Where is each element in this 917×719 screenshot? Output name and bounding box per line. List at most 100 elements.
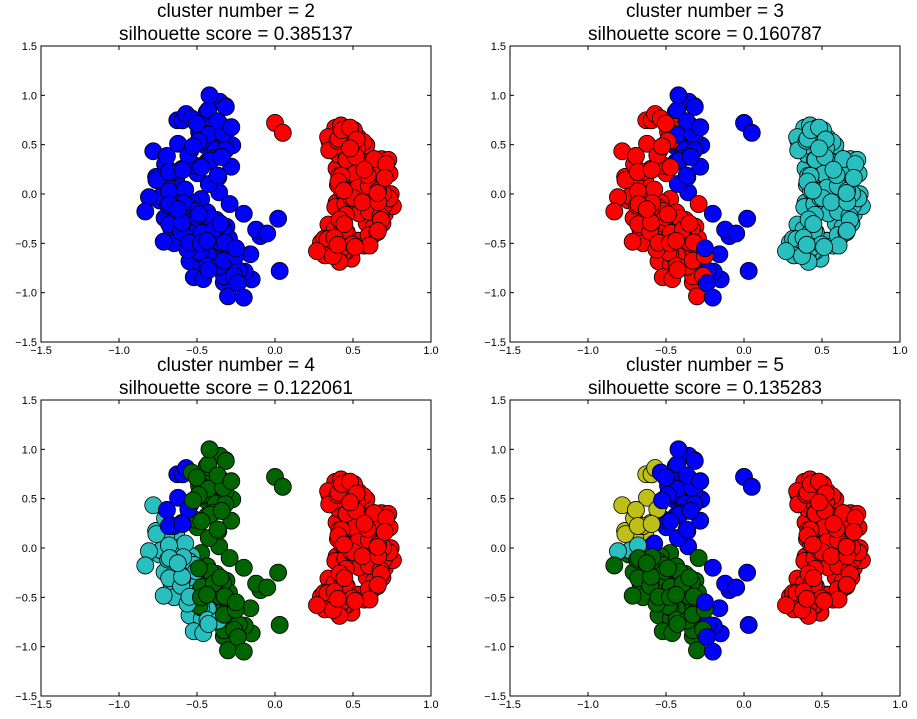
points-layer xyxy=(605,86,871,307)
scatter-point xyxy=(623,586,642,605)
scatter-point xyxy=(653,491,671,510)
points-layer xyxy=(605,440,871,661)
scatter-point xyxy=(669,86,688,105)
scatter-point xyxy=(815,238,834,256)
scatter-point xyxy=(369,221,387,240)
y-tick-label: 1.0 xyxy=(491,90,506,102)
scatter-point xyxy=(258,578,277,597)
x-tick-label: 1.0 xyxy=(423,345,438,357)
scatter-point xyxy=(270,262,289,280)
x-tick-label: 0.0 xyxy=(267,699,282,711)
scatter-point xyxy=(669,440,688,459)
scatter-point xyxy=(335,215,354,233)
scatter-point xyxy=(668,261,687,279)
y-tick-label: −1.0 xyxy=(15,288,37,300)
x-tick-label: 0.0 xyxy=(736,345,751,357)
scatter-point xyxy=(838,221,856,240)
scatter-point xyxy=(328,589,347,608)
y-tick-label: −1.5 xyxy=(15,337,37,349)
scatter-point xyxy=(222,472,241,491)
chart-title: cluster number = 3 xyxy=(626,1,784,22)
scatter-point xyxy=(661,158,680,177)
scatter-point xyxy=(659,559,677,578)
scatter-point xyxy=(212,502,231,520)
y-tick-label: 0.5 xyxy=(22,140,37,152)
scatter-point xyxy=(653,137,671,156)
x-tick-label: 0.5 xyxy=(814,345,829,357)
scatter-point xyxy=(681,502,700,520)
scatter-point xyxy=(335,569,354,587)
scatter-point xyxy=(822,547,841,566)
scatter-point xyxy=(681,148,700,166)
scatter-point xyxy=(685,452,704,470)
y-tick-label: 1.0 xyxy=(491,444,506,456)
scatter-point xyxy=(353,193,372,212)
scatter-point xyxy=(677,166,696,185)
scatter-point xyxy=(346,592,365,610)
scatter-point xyxy=(616,171,635,190)
y-tick-label: 0.0 xyxy=(491,189,506,201)
y-tick-label: −1.5 xyxy=(484,337,506,349)
scatter-point xyxy=(696,593,714,612)
scatter-point xyxy=(667,231,685,250)
scatter-point xyxy=(212,148,231,166)
scatter-point xyxy=(803,535,822,554)
points-layer xyxy=(136,440,402,661)
y-tick-label: −0.5 xyxy=(15,592,37,604)
scatter-point xyxy=(742,123,761,142)
scatter-point xyxy=(375,522,394,541)
scatter-point xyxy=(173,515,192,533)
scatter-point xyxy=(199,615,218,633)
chart-title: cluster number = 5 xyxy=(626,355,784,376)
scatter-point xyxy=(368,184,387,202)
scatter-point xyxy=(656,468,675,487)
scatter-point xyxy=(777,596,795,615)
scatter-point xyxy=(837,184,856,202)
x-tick-label: 0.0 xyxy=(267,345,282,357)
scatter-point xyxy=(154,586,173,605)
scatter-point xyxy=(234,204,253,223)
scatter-point xyxy=(368,538,387,556)
scatter-point xyxy=(208,520,227,539)
scatter-point xyxy=(703,642,722,661)
scatter-point xyxy=(696,239,714,258)
scatter-point xyxy=(269,563,288,582)
y-tick-label: 0.0 xyxy=(491,543,506,555)
scatter-point xyxy=(822,193,841,212)
scatter-point xyxy=(211,568,230,587)
y-tick-label: 0.5 xyxy=(491,494,506,506)
x-tick-label: −1.0 xyxy=(577,699,599,711)
scatter-point xyxy=(222,118,241,137)
scatter-point xyxy=(777,242,795,261)
scatter-point xyxy=(341,139,359,158)
scatter-point xyxy=(677,520,696,539)
scatter-point xyxy=(623,232,642,251)
x-tick-label: 1.0 xyxy=(892,345,907,357)
scatter-point xyxy=(190,205,208,224)
scatter-point xyxy=(689,195,708,213)
y-tick-label: 1.0 xyxy=(22,90,37,102)
x-tick-label: −0.5 xyxy=(186,699,208,711)
x-tick-label: 0.5 xyxy=(814,699,829,711)
scatter-point xyxy=(605,202,624,221)
x-tick-label: 0.5 xyxy=(345,699,360,711)
scatter-point xyxy=(804,215,823,233)
scatter-point xyxy=(803,181,822,200)
scatter-point xyxy=(334,535,353,554)
scatter-point xyxy=(216,98,235,116)
scatter-point xyxy=(605,556,624,575)
x-tick-label: 0.5 xyxy=(345,345,360,357)
scatter-point xyxy=(616,525,635,544)
x-tick-label: −0.5 xyxy=(655,699,677,711)
scatter-point xyxy=(190,559,208,578)
scatter-point xyxy=(815,592,834,610)
scatter-point xyxy=(168,200,187,219)
scatter-point xyxy=(234,558,253,577)
scatter-point xyxy=(797,589,816,608)
scatter-point xyxy=(154,232,173,251)
scatter-point xyxy=(369,575,387,594)
scatter-point xyxy=(627,501,645,519)
